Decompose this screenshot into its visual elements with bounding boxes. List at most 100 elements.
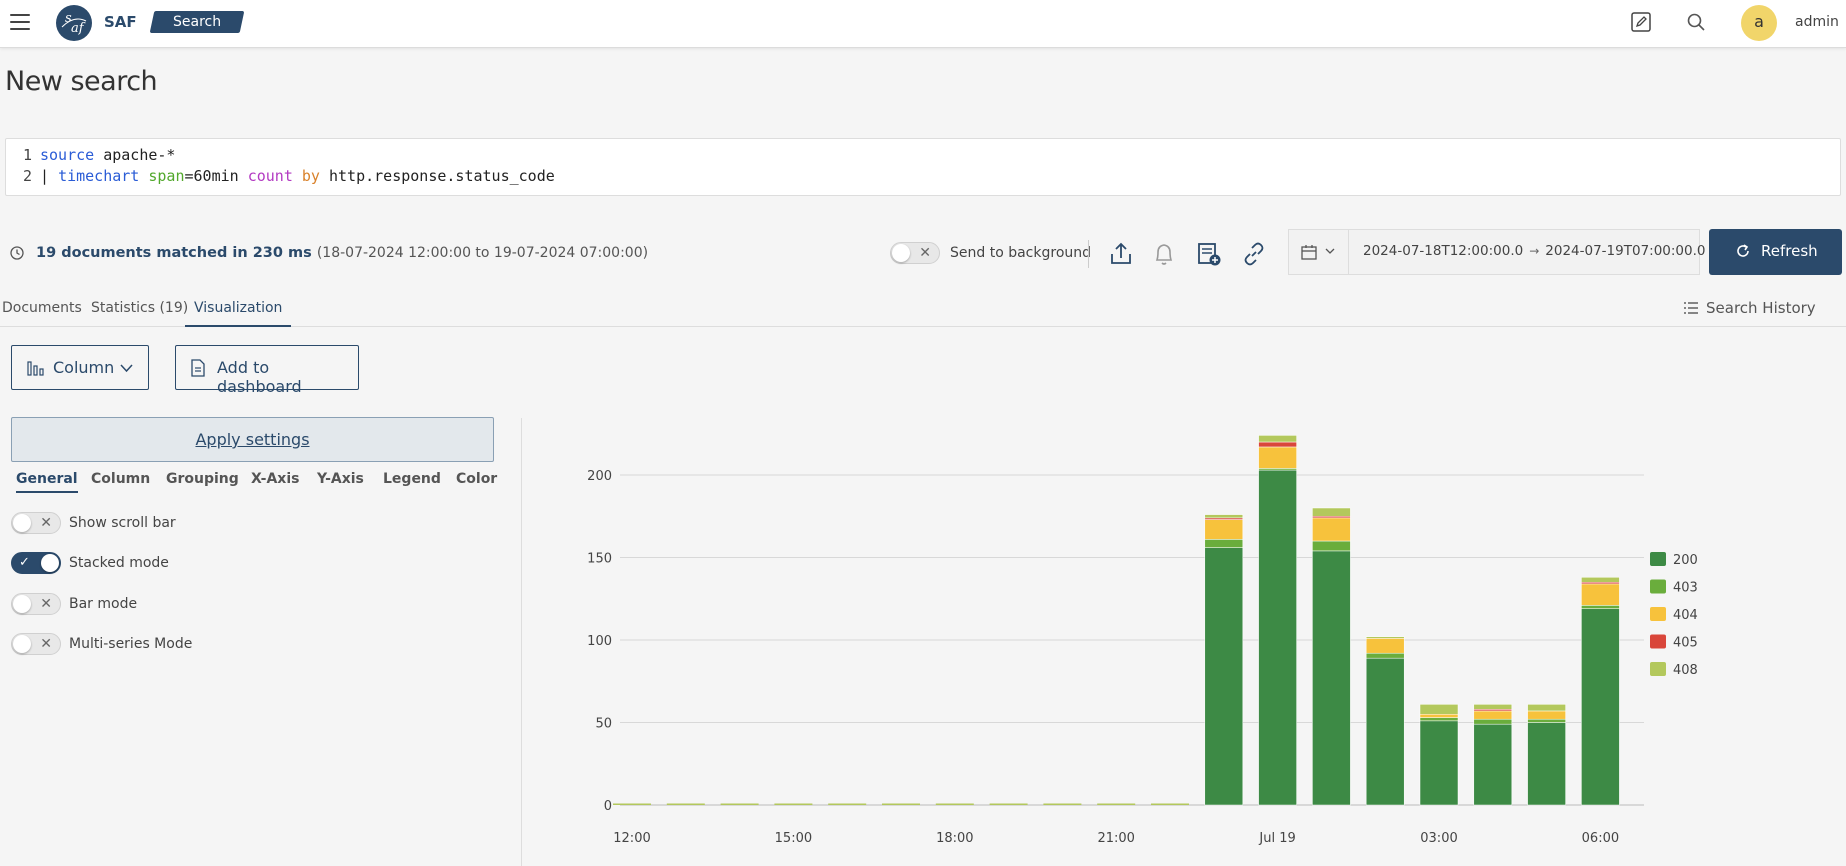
- send-to-background-toggle[interactable]: ✕: [890, 242, 940, 264]
- x-tick-label: 15:00: [775, 831, 812, 846]
- column-chart: 0 50 100 150 200 12:00 15:00 18:00 21:00 Jul 19 03…: [587, 435, 1698, 846]
- x-tick-label: 18:00: [936, 831, 973, 846]
- query-token: |: [40, 167, 59, 185]
- settings-tab-grouping[interactable]: Grouping: [166, 471, 239, 487]
- bar-segment-404: [1258, 446, 1297, 469]
- saf-logo[interactable]: s af: [56, 5, 92, 41]
- legend-label-408: 408: [1673, 663, 1698, 678]
- calendar-icon: [1301, 245, 1317, 260]
- refresh-icon: [1737, 244, 1749, 257]
- bar-empty: [1097, 803, 1136, 805]
- column-chart-icon: [27, 361, 44, 376]
- user-name[interactable]: admin: [1795, 14, 1839, 30]
- x-tick-label: 03:00: [1420, 831, 1457, 846]
- settings-tab-column[interactable]: Column: [91, 471, 151, 487]
- bar-segment-408: [1312, 507, 1351, 517]
- tab-visualization[interactable]: Visualization: [185, 300, 292, 327]
- bar-segment-403: [1365, 652, 1405, 659]
- bar-empty: [1043, 803, 1082, 805]
- tab-statistics[interactable]: Statistics (19): [91, 300, 189, 316]
- bar-segment-408: [1581, 577, 1620, 583]
- legend-label-200: 200: [1673, 553, 1698, 568]
- date-range-text[interactable]: 2024-07-18T12:00:00.0 → 2024-07-19T07:00:0…: [1363, 243, 1706, 259]
- date-to: 2024-07-19T07:00:00.0: [1545, 243, 1706, 259]
- legend-swatch-408: [1650, 662, 1666, 676]
- bar-empty: [1151, 803, 1189, 805]
- bar-segment-200: [1581, 608, 1620, 806]
- match-summary: 19 documents matched in 230 ms (18-07-20…: [36, 245, 649, 261]
- bell-icon[interactable]: [1150, 240, 1178, 268]
- query-token: by: [301, 167, 320, 185]
- bar-segment-404: [1204, 519, 1244, 540]
- legend-swatch-404: [1650, 607, 1666, 621]
- match-range: (18-07-2024 12:00:00 to 19-07-2024 07:00…: [316, 245, 649, 261]
- settings-tab-color[interactable]: Color: [456, 471, 498, 487]
- legend-swatch-200: [1650, 552, 1666, 566]
- query-editor[interactable]: 1 source apache-* 2 | timechart span=60min …: [5, 138, 1841, 196]
- calendar-dropdown[interactable]: [1289, 230, 1349, 274]
- bar-segment-403: [1312, 540, 1351, 552]
- edit-icon[interactable]: [1630, 11, 1652, 33]
- settings-tab-general[interactable]: General: [16, 471, 78, 493]
- bar-segment-403: [1581, 605, 1620, 609]
- bar-empty: [720, 803, 759, 805]
- bar-segment-403: [1473, 718, 1513, 725]
- x-tick-label: Jul 19: [1258, 831, 1295, 846]
- bar-empty: [774, 803, 813, 805]
- query-token: [293, 167, 302, 185]
- toolbar-divider: [1088, 240, 1089, 268]
- apply-settings-button[interactable]: Apply settings: [11, 417, 494, 462]
- bar-segment-404: [1473, 710, 1513, 720]
- bar-segment-404: [1365, 638, 1405, 654]
- chart-type-dropdown[interactable]: Column: [11, 345, 149, 390]
- page-title: New search: [5, 66, 158, 97]
- show-scroll-bar-label: Show scroll bar: [69, 515, 176, 531]
- query-token: apache-*: [94, 146, 176, 164]
- query-token: http.response.status_code: [319, 167, 555, 185]
- settings-tab-y-axis[interactable]: Y-Axis: [317, 471, 364, 487]
- y-tick-label: 50: [595, 717, 612, 732]
- add-to-dashboard-button[interactable]: Add to dashboard: [175, 345, 359, 396]
- bar-mode-toggle[interactable]: ✕: [11, 593, 61, 615]
- settings-tab-x-axis[interactable]: X-Axis: [251, 471, 300, 487]
- query-line[interactable]: 1 source apache-*: [6, 145, 1840, 166]
- date-range-picker[interactable]: 2024-07-18T12:00:00.0 → 2024-07-19T07:00:0…: [1288, 229, 1706, 275]
- search-history-button[interactable]: Search History: [1684, 299, 1816, 317]
- search-icon[interactable]: [1686, 12, 1706, 32]
- share-icon[interactable]: [1107, 240, 1135, 268]
- hamburger-icon[interactable]: [10, 14, 30, 30]
- settings-tab-legend[interactable]: Legend: [383, 471, 441, 487]
- list-icon: [1684, 302, 1698, 314]
- bar-segment-404: [1419, 714, 1459, 718]
- line-number: 2: [22, 167, 32, 185]
- bar-segment-200: [1365, 657, 1405, 806]
- date-from: 2024-07-18T12:00:00.0: [1363, 243, 1524, 259]
- bar-empty: [666, 803, 705, 805]
- query-line[interactable]: 2 | timechart span=60min count by http.re…: [6, 166, 1840, 187]
- bar-segment-408: [1473, 704, 1513, 710]
- show-scroll-bar-toggle[interactable]: ✕: [11, 512, 61, 534]
- bar-segment-403: [1419, 717, 1459, 722]
- y-tick-label: 100: [587, 634, 612, 649]
- svg-text:af: af: [71, 21, 86, 36]
- stacked-mode-toggle[interactable]: ✓: [11, 552, 61, 574]
- line-number: 1: [22, 146, 32, 164]
- search-app-tag[interactable]: Search: [149, 11, 245, 33]
- top-bar: s af SAF Search a admin: [0, 0, 1846, 48]
- refresh-button[interactable]: Refresh: [1709, 229, 1842, 275]
- report-add-icon[interactable]: [1195, 240, 1223, 268]
- add-to-dashboard-label: Add to dashboard: [217, 358, 302, 396]
- tab-documents[interactable]: Documents: [2, 300, 82, 316]
- svg-text:s: s: [65, 11, 72, 26]
- bar-segment-403: [1527, 718, 1566, 723]
- date-arrow: →: [1529, 244, 1540, 258]
- send-to-background-label: Send to background: [950, 245, 1092, 261]
- bar-mode-label: Bar mode: [69, 596, 138, 612]
- bar-empty: [989, 803, 1028, 805]
- multi-series-mode-toggle[interactable]: ✕: [11, 633, 61, 655]
- link-icon[interactable]: [1240, 240, 1268, 268]
- bar-segment-408: [1419, 704, 1459, 715]
- user-avatar[interactable]: a: [1741, 5, 1777, 41]
- query-token: =60min: [184, 167, 248, 185]
- bar-segment-404: [1527, 710, 1566, 720]
